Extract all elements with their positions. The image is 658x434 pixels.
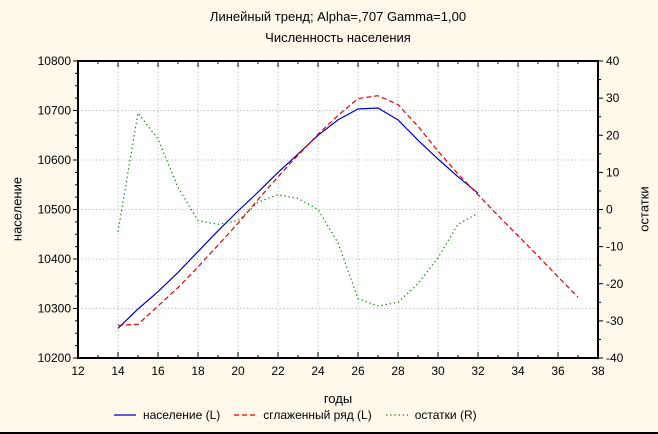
y-right-tick-label: -40 xyxy=(606,351,624,365)
y-right-tick-label: -10 xyxy=(606,240,624,254)
y-left-tick-label: 10500 xyxy=(38,203,72,217)
legend-label: сглаженный ряд (L) xyxy=(263,408,372,422)
x-tick-label: 32 xyxy=(471,364,485,378)
legend-label: население (L) xyxy=(143,408,221,422)
legend-item-2: сглаженный ряд (L) xyxy=(234,408,372,422)
legend-item-1: население (L) xyxy=(114,408,220,422)
y-right-tick-label: 0 xyxy=(606,203,613,217)
legend-line-sample-dashed xyxy=(234,412,257,418)
series-line-1 xyxy=(117,107,479,329)
series-line-3 xyxy=(117,111,479,307)
y-left-tick-label: 10400 xyxy=(38,252,72,266)
x-tick-label: 22 xyxy=(271,364,285,378)
y-right-tick-label: 20 xyxy=(606,128,620,142)
x-tick-label: 12 xyxy=(71,364,85,378)
legend-item-3: остатки (R) xyxy=(385,408,477,422)
series-line-2 xyxy=(117,95,579,326)
x-tick-label: 20 xyxy=(231,364,245,378)
y-right-tick-label: -20 xyxy=(606,277,624,291)
x-tick-label: 30 xyxy=(431,364,445,378)
y-left-tick-label: 10800 xyxy=(38,54,72,68)
y-left-tick-label: 10700 xyxy=(38,104,72,118)
legend-label: остатки (R) xyxy=(414,408,477,422)
x-tick-label: 34 xyxy=(511,364,525,378)
x-tick-label: 14 xyxy=(111,364,125,378)
x-tick-label: 28 xyxy=(391,364,405,378)
y-right-tick-label: -30 xyxy=(606,314,624,328)
x-tick-label: 24 xyxy=(311,364,325,378)
x-tick-label: 38 xyxy=(591,364,605,378)
x-tick-label: 36 xyxy=(551,364,565,378)
x-tick-label: 18 xyxy=(191,364,205,378)
chart-title: Линейный тренд; Alpha=,707 Gamma=1,00 xyxy=(209,9,467,24)
y-left-tick-label: 10300 xyxy=(38,302,72,316)
x-axis-label: годы xyxy=(323,391,353,406)
legend-line-sample-dotted xyxy=(385,412,408,418)
x-tick-label: 26 xyxy=(351,364,365,378)
y-right-tick-label: 40 xyxy=(606,54,620,68)
y-axis-label-right: остатки xyxy=(636,186,652,232)
y-left-tick-label: 10600 xyxy=(38,153,72,167)
legend-line-sample-solid xyxy=(114,412,136,418)
x-tick-label: 16 xyxy=(151,364,165,378)
y-axis-label-left: население xyxy=(9,176,25,242)
chart-subtitle: Численность населения xyxy=(265,30,411,45)
y-left-tick-label: 10200 xyxy=(38,351,72,365)
chart-legend: население (L) сглаженный ряд (L) остатки (… xyxy=(114,408,491,422)
y-right-tick-label: 10 xyxy=(606,165,620,179)
y-right-tick-label: 30 xyxy=(606,91,620,105)
